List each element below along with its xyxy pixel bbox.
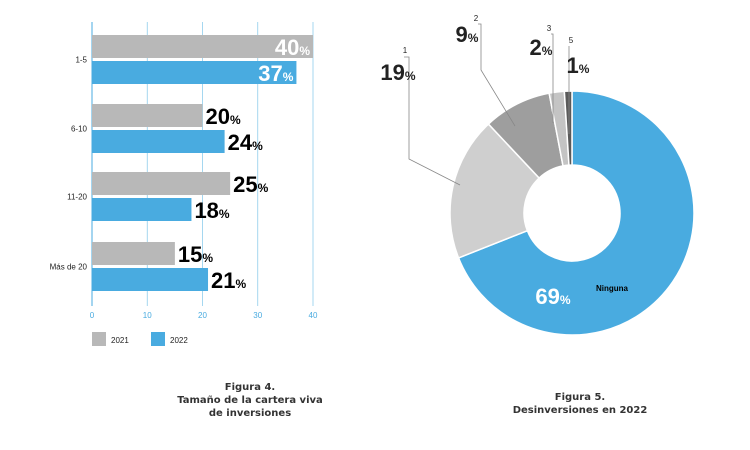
bar-2021 xyxy=(92,104,203,127)
category-label: 1-5 xyxy=(75,56,87,65)
x-tick-label: 40 xyxy=(309,311,318,320)
bar-2022 xyxy=(92,130,225,153)
figure4-caption-line3: de inversiones xyxy=(208,408,292,419)
legend-swatch-2022 xyxy=(151,332,165,346)
legend-swatch-2021 xyxy=(92,332,106,346)
bar-value-label: 15% xyxy=(178,242,213,267)
x-tick-label: 10 xyxy=(143,311,152,320)
bar-2021 xyxy=(92,35,313,58)
category-label: 11-20 xyxy=(67,193,87,202)
category-label: Más de 20 xyxy=(50,263,88,272)
bar-value-label: 18% xyxy=(194,198,229,223)
bar-2022 xyxy=(92,61,297,84)
bar-2021 xyxy=(92,172,231,195)
donut-value-label: 2% xyxy=(530,35,553,60)
bar-value-label: 37% xyxy=(258,61,293,86)
donut-value-label: 69% xyxy=(535,284,570,309)
x-tick-label: 20 xyxy=(198,311,207,320)
bar-2022 xyxy=(92,268,209,291)
bar-value-label: 21% xyxy=(211,268,246,293)
figure5-caption: Figura 5. Desinversiones en 2022 xyxy=(430,391,730,417)
x-tick-label: 0 xyxy=(90,311,95,320)
donut-value-label: 1% xyxy=(567,53,590,78)
donut-value-label: 19% xyxy=(380,60,415,85)
figure4-caption-line1: Figura 4. xyxy=(224,382,276,393)
leader-line xyxy=(551,33,554,123)
leader-line xyxy=(478,23,516,127)
x-tick-label: 30 xyxy=(253,311,262,320)
donut-category-label: 3 xyxy=(547,24,552,33)
figure5-caption-line1: Figura 5. xyxy=(554,392,606,403)
donut-category-label: 2 xyxy=(474,14,479,23)
bar-value-label: 40% xyxy=(275,35,310,60)
donut-slice-5 xyxy=(563,90,573,166)
category-label: 6-10 xyxy=(71,125,88,134)
donut-slice-Ninguna xyxy=(457,90,695,336)
bar-value-label: 25% xyxy=(233,172,268,197)
figure5-caption-line2: Desinversiones en 2022 xyxy=(512,405,648,416)
figure4-caption-line2: Tamaño de la cartera viva xyxy=(177,395,323,406)
donut-category-label: 5 xyxy=(569,36,574,45)
bar-chart: 0 10 20 30 40 1-5 40%37% 6-10 20%24% 11-20 25%18% M… xyxy=(50,22,318,346)
donut-category-label: 1 xyxy=(403,46,408,55)
legend-label: 2022 xyxy=(170,336,188,345)
bar-value-label: 20% xyxy=(206,104,241,129)
leader-line xyxy=(404,56,461,186)
bar-2021 xyxy=(92,242,175,265)
donut-category-label: Ninguna xyxy=(596,284,629,293)
legend-label: 2021 xyxy=(111,336,129,345)
bar-2022 xyxy=(92,198,192,221)
bar-value-label: 24% xyxy=(228,130,263,155)
donut-value-label: 9% xyxy=(456,22,479,47)
donut-slice-1 xyxy=(449,123,541,259)
donut-chart: 69% Ninguna 1 19% 29% 3 2% 5 1% xyxy=(380,14,695,336)
figure4-caption: Figura 4. Tamaño de la cartera viva de i… xyxy=(100,381,400,420)
